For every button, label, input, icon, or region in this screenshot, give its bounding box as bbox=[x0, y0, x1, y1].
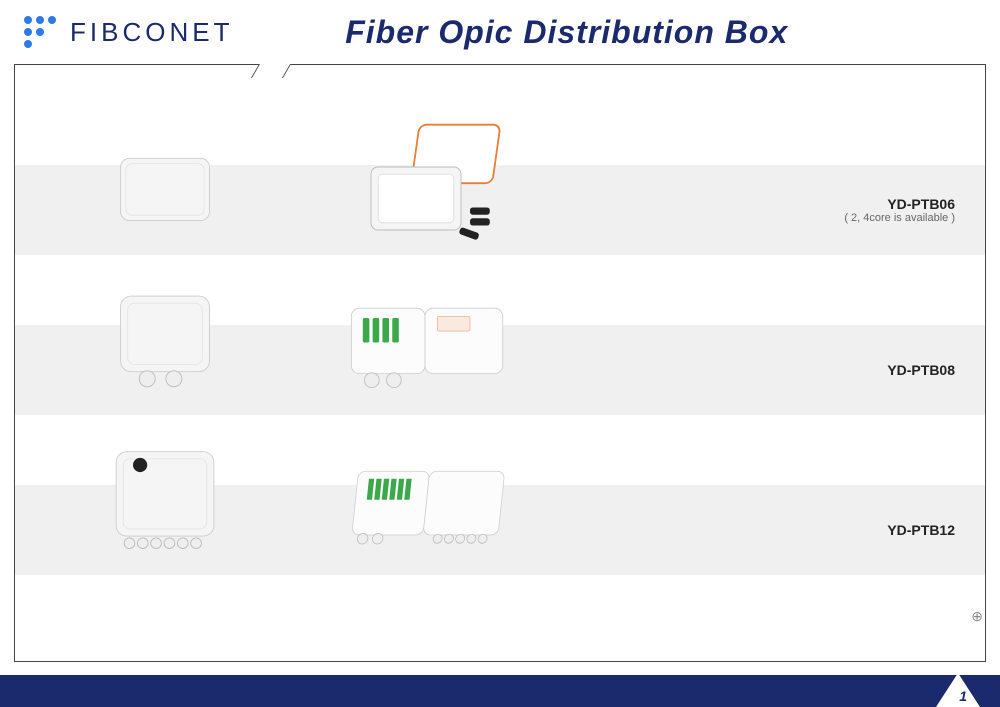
product-label-block: YD-PTB12 bbox=[755, 522, 955, 538]
product-image-open bbox=[335, 110, 515, 260]
page-number-marker bbox=[936, 673, 980, 707]
product-image-closed bbox=[75, 430, 255, 580]
product-label-block: YD-PTB06 ( 2, 4core is available ) bbox=[755, 196, 955, 224]
footer-bar bbox=[0, 675, 1000, 707]
product-row: YD-PTB06 ( 2, 4core is available ) bbox=[15, 165, 985, 255]
product-row: YD-PTB12 bbox=[15, 485, 985, 575]
page-header: FIBCONET Fiber Opic Distribution Box bbox=[0, 0, 1000, 60]
content-frame: YD-PTB06 ( 2, 4core is available ) bbox=[14, 64, 986, 662]
product-model: YD-PTB12 bbox=[755, 522, 955, 538]
product-image-open bbox=[335, 270, 515, 420]
page-title: Fiber Opic Distribution Box bbox=[233, 14, 900, 51]
product-label-block: YD-PTB08 bbox=[755, 362, 955, 378]
product-image-closed bbox=[75, 270, 255, 420]
registration-mark-icon: ⊕ bbox=[971, 608, 983, 625]
product-row: YD-PTB08 bbox=[15, 325, 985, 415]
product-images bbox=[75, 160, 755, 260]
logo-dots-icon bbox=[20, 12, 60, 52]
product-note: ( 2, 4core is available ) bbox=[755, 212, 955, 224]
logo-block: FIBCONET bbox=[20, 12, 233, 52]
brand-name: FIBCONET bbox=[70, 17, 233, 48]
product-model: YD-PTB08 bbox=[755, 362, 955, 378]
product-images bbox=[75, 480, 755, 580]
product-images bbox=[75, 320, 755, 420]
page-number: 1 bbox=[959, 688, 967, 704]
product-image-open bbox=[335, 430, 515, 580]
product-image-closed bbox=[75, 110, 255, 260]
product-model: YD-PTB06 bbox=[755, 196, 955, 212]
